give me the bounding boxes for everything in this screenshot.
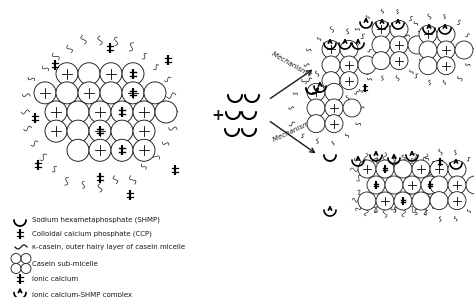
Text: Colloidal calcium phosphate (CCP): Colloidal calcium phosphate (CCP) <box>32 230 152 237</box>
Text: Sodium hexametaphosphate (SHMP): Sodium hexametaphosphate (SHMP) <box>32 217 160 223</box>
Circle shape <box>412 192 430 210</box>
Circle shape <box>390 36 408 54</box>
Circle shape <box>21 263 31 274</box>
Circle shape <box>45 101 67 123</box>
Circle shape <box>448 192 466 210</box>
Circle shape <box>155 101 177 123</box>
Circle shape <box>67 101 89 123</box>
Circle shape <box>372 36 390 54</box>
Circle shape <box>322 56 340 74</box>
Circle shape <box>358 160 376 178</box>
Circle shape <box>100 63 122 85</box>
Circle shape <box>448 176 466 194</box>
Circle shape <box>437 57 455 75</box>
Text: Ionic calcium: Ionic calcium <box>32 276 78 282</box>
Circle shape <box>307 99 325 117</box>
Circle shape <box>419 25 437 43</box>
Circle shape <box>144 82 166 104</box>
Circle shape <box>133 101 155 123</box>
Circle shape <box>122 82 144 104</box>
Circle shape <box>89 101 111 123</box>
Circle shape <box>419 41 437 59</box>
Circle shape <box>343 99 361 117</box>
Circle shape <box>78 82 100 104</box>
Circle shape <box>403 176 421 194</box>
Circle shape <box>56 82 78 104</box>
Circle shape <box>358 56 376 74</box>
Circle shape <box>100 82 122 104</box>
Circle shape <box>56 63 78 85</box>
Circle shape <box>408 36 426 54</box>
Circle shape <box>372 52 390 70</box>
Circle shape <box>89 120 111 142</box>
Circle shape <box>67 139 89 161</box>
Circle shape <box>385 176 403 194</box>
Circle shape <box>430 176 448 194</box>
Circle shape <box>448 160 466 178</box>
Text: Mechanism I: Mechanism I <box>270 51 312 78</box>
Circle shape <box>419 57 437 75</box>
Circle shape <box>325 115 343 133</box>
Circle shape <box>412 160 430 178</box>
Circle shape <box>390 20 408 38</box>
Circle shape <box>122 63 144 85</box>
Circle shape <box>372 20 390 38</box>
Circle shape <box>390 52 408 70</box>
Circle shape <box>376 192 394 210</box>
Text: +: + <box>211 108 224 122</box>
Circle shape <box>111 120 133 142</box>
Circle shape <box>21 254 31 263</box>
Circle shape <box>376 160 394 178</box>
Circle shape <box>45 120 67 142</box>
Text: Mechanism II: Mechanism II <box>272 118 316 143</box>
Circle shape <box>421 176 439 194</box>
Circle shape <box>437 41 455 59</box>
Circle shape <box>430 160 448 178</box>
Circle shape <box>111 139 133 161</box>
Circle shape <box>367 176 385 194</box>
Circle shape <box>340 40 358 58</box>
Text: Ionic calcium-SHMP complex: Ionic calcium-SHMP complex <box>32 293 132 297</box>
Circle shape <box>11 263 21 274</box>
Circle shape <box>67 120 89 142</box>
Circle shape <box>394 192 412 210</box>
Circle shape <box>455 41 473 59</box>
Circle shape <box>322 40 340 58</box>
Circle shape <box>325 83 343 101</box>
Circle shape <box>394 160 412 178</box>
Circle shape <box>358 192 376 210</box>
Circle shape <box>430 192 448 210</box>
Circle shape <box>11 254 21 263</box>
Circle shape <box>325 99 343 117</box>
Circle shape <box>111 101 133 123</box>
Circle shape <box>307 83 325 101</box>
Circle shape <box>78 63 100 85</box>
Circle shape <box>133 120 155 142</box>
Text: Casein sub-micelle: Casein sub-micelle <box>32 260 98 266</box>
Circle shape <box>466 176 474 194</box>
Circle shape <box>322 72 340 90</box>
Circle shape <box>340 56 358 74</box>
Circle shape <box>340 72 358 90</box>
Circle shape <box>34 82 56 104</box>
Circle shape <box>89 139 111 161</box>
Circle shape <box>133 139 155 161</box>
Circle shape <box>437 25 455 43</box>
Circle shape <box>307 115 325 133</box>
Text: κ-casein, outer hairy layer of casein micelle: κ-casein, outer hairy layer of casein mi… <box>32 244 185 250</box>
